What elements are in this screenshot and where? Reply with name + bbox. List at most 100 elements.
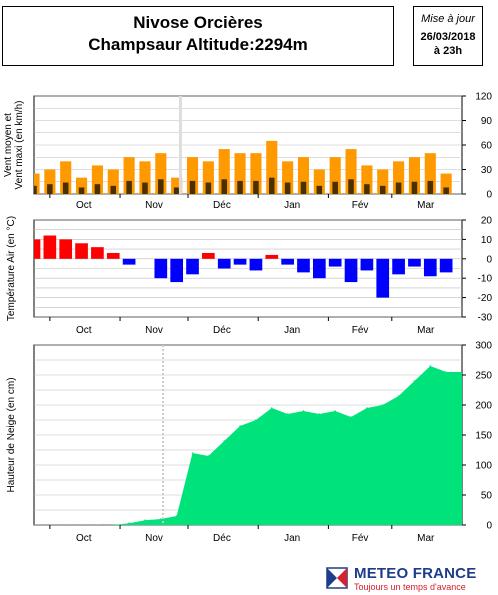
temperature-bar [423, 258, 437, 277]
y-tick-label: 50 [481, 491, 493, 502]
wind-mean-bar [443, 187, 449, 194]
wind-max-bar [393, 161, 405, 194]
y-axis-label-line: Hauteur de Neige (en cm) [6, 377, 17, 492]
snow-depth-point [366, 407, 368, 409]
y-axis-label: Vent moyen etVent maxi (en km/h) [3, 101, 25, 190]
wind-max-bar [123, 157, 135, 194]
wind-max-bar [313, 169, 325, 194]
temperature-bar [265, 254, 279, 259]
wind-mean-bar [253, 180, 259, 194]
y-tick-label: 90 [481, 116, 493, 127]
temperature-bar [360, 258, 374, 271]
snow-depth-point [175, 515, 178, 517]
y-axis-label-line: Vent moyen et [3, 113, 14, 177]
chart-panel-3: 0 50 100 150 200 250 300 Oct Nov Déc Jan Fév Mar Haut… [6, 341, 492, 545]
snow-depth-point [286, 413, 289, 415]
wind-max-bar [282, 161, 294, 194]
temperature-bar [122, 258, 136, 265]
wind-mean-bar [110, 185, 117, 194]
y-tick-label: 120 [475, 92, 492, 103]
wind-mean-bar [221, 179, 227, 194]
x-tick-label: Mar [417, 200, 435, 211]
wind-mean-bar [94, 184, 101, 194]
wind-max-bar [44, 169, 56, 194]
y-tick-label: -10 [478, 274, 493, 285]
wind-mean-bar [78, 187, 85, 194]
wind-mean-bar [316, 185, 323, 194]
update-time: à 23h [433, 45, 463, 57]
temperature-bar [392, 258, 405, 275]
x-tick-label: Oct [76, 533, 92, 544]
snow-depth-point [350, 416, 352, 418]
wind-mean-bar [189, 180, 196, 194]
wind-max-bar [361, 165, 373, 194]
y-axis-label-line: Température Air (en °C) [6, 216, 17, 321]
snow-depth-point [413, 380, 416, 382]
temperature-bar [344, 258, 358, 283]
x-tick-label: Déc [213, 200, 231, 211]
x-tick-label: Jan [284, 325, 300, 336]
y-tick-label: 300 [475, 341, 492, 352]
x-tick-label: Jan [284, 533, 300, 544]
wind-mean-bar [284, 182, 291, 194]
snow-depth-point [96, 524, 99, 525]
temperature-bar [91, 247, 104, 259]
snow-depth-point [397, 395, 400, 397]
wind-max-bar [186, 157, 199, 194]
wind-mean-bar [411, 181, 418, 194]
temperature-bar [186, 258, 199, 275]
wind-max-bar [34, 173, 40, 194]
snow-depth-point [381, 404, 384, 406]
x-tick-label: Déc [213, 533, 231, 544]
snow-depth-point [112, 524, 115, 525]
temperature-bar [233, 258, 247, 265]
wind-max-bar [424, 153, 436, 194]
temperature-bar [408, 258, 421, 267]
snow-depth-point [191, 452, 194, 454]
wind-max-bar [139, 161, 151, 194]
wind-mean-bar [348, 179, 354, 194]
x-tick-label: Jan [284, 200, 300, 211]
station-title: Nivose Orcières [133, 13, 263, 32]
y-tick-label: 100 [475, 461, 492, 472]
x-tick-label: Mar [417, 533, 435, 544]
wind-max-bar [202, 161, 214, 194]
wind-max-bar [345, 149, 357, 194]
x-tick-label: Fév [352, 200, 369, 211]
wind-max-bar [250, 153, 262, 194]
x-tick-label: Oct [76, 325, 92, 336]
temperature-bar [281, 258, 294, 265]
wind-max-bar [218, 149, 230, 194]
temperature-bar [312, 258, 326, 279]
temperature-bar [59, 239, 73, 259]
wind-max-bar [329, 157, 341, 194]
wind-mean-bar [34, 185, 37, 194]
station-altitude: Champsaur Altitude:2294m [88, 35, 308, 54]
temperature-bar [297, 258, 310, 273]
wind-mean-bar [205, 182, 212, 194]
wind-max-bar [234, 153, 246, 194]
data-marks [34, 345, 462, 525]
y-tick-label: 0 [486, 254, 492, 265]
wind-mean-bar [237, 180, 243, 194]
x-tick-label: Nov [145, 325, 163, 336]
snow-depth-point [80, 524, 83, 525]
temperature-bar [75, 243, 88, 259]
temperature-bar [217, 258, 231, 269]
brand-name: METEO FRANCE [354, 565, 477, 582]
temperature-bar [106, 252, 120, 259]
update-box: Mise à jour 26/03/2018 à 23h [413, 6, 483, 66]
x-tick-label: Mar [417, 325, 435, 336]
temperature-bar [439, 258, 453, 273]
snow-depth-area [34, 366, 462, 525]
wind-max-bar [408, 157, 420, 194]
x-tick-label: Nov [145, 533, 163, 544]
snow-depth-point [445, 371, 447, 373]
wind-mean-bar [300, 181, 307, 194]
wind-mean-bar [364, 184, 370, 194]
wind-max-bar [76, 177, 88, 194]
brand-tagline: Toujours un temps d'avance [354, 582, 466, 592]
wind-mean-bar [332, 181, 338, 194]
wind-mean-bar [173, 187, 180, 194]
